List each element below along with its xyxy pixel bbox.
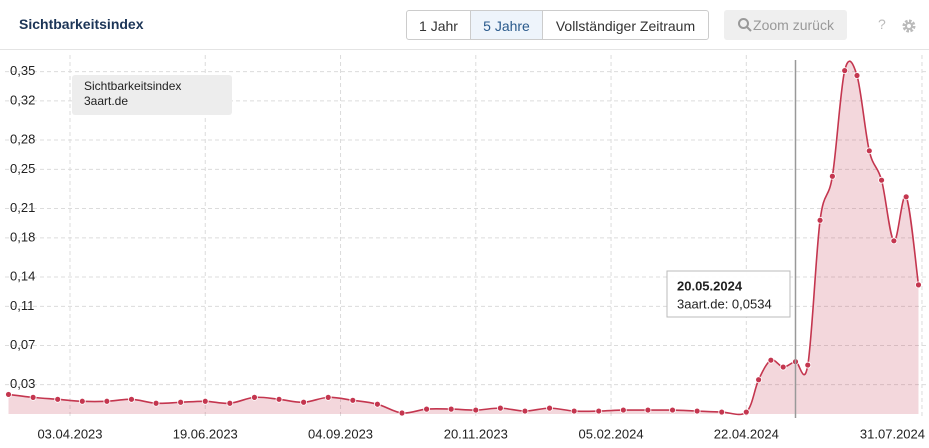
data-point	[865, 147, 873, 155]
data-point	[128, 395, 135, 403]
zoom-icon	[738, 18, 752, 32]
data-point	[472, 406, 480, 414]
data-point	[54, 395, 62, 403]
data-point	[300, 398, 308, 406]
y-tick-label: 0,14	[10, 268, 35, 283]
data-point	[275, 395, 283, 403]
data-point	[251, 393, 258, 401]
help-button[interactable]: ?	[878, 16, 886, 32]
data-point	[841, 67, 849, 74]
data-point	[767, 356, 775, 364]
data-point	[177, 398, 185, 406]
data-point	[669, 406, 676, 414]
data-point	[374, 400, 381, 408]
data-point	[619, 406, 627, 414]
x-tick-label: 20.11.2023	[444, 426, 508, 441]
data-point	[546, 404, 553, 412]
y-tick-label: 0,11	[10, 298, 34, 313]
y-tick-label: 0,07	[10, 337, 35, 352]
range-button[interactable]: Vollständiger Zeitraum	[542, 10, 709, 40]
y-tick-label: 0,18	[10, 229, 35, 244]
x-tick-label: 03.04.2023	[37, 426, 102, 441]
data-point	[718, 408, 726, 416]
data-point	[755, 376, 763, 384]
legend-box	[72, 75, 232, 115]
data-point	[816, 216, 824, 224]
data-point	[853, 72, 861, 79]
data-point	[496, 404, 504, 412]
x-tick-label: 31.07.2024	[860, 426, 925, 441]
data-point	[915, 281, 922, 289]
header: Sichtbarkeitsindex 1 Jahr 5 Jahre Vollst…	[0, 0, 929, 50]
x-tick-label: 05.02.2024	[579, 426, 644, 441]
data-point	[423, 405, 430, 413]
data-point	[5, 391, 12, 398]
x-tick-label: 22.04.2024	[714, 426, 779, 441]
y-tick-label: 0,03	[10, 376, 35, 391]
y-tick-label: 0,28	[10, 131, 35, 146]
data-point	[398, 409, 406, 417]
data-point	[828, 172, 836, 180]
zoom-button[interactable]: Zoom zurück	[724, 10, 847, 40]
data-point	[29, 393, 37, 401]
header-title: Sichtbarkeitsindex	[19, 16, 144, 32]
legend-entry: 3aart.de	[84, 94, 128, 108]
data-point	[521, 407, 529, 415]
data-point	[152, 399, 160, 407]
y-tick-label: 0,21	[10, 200, 35, 215]
area-fill	[8, 61, 919, 415]
data-point	[78, 397, 86, 405]
tooltip-text: 3aart.de: 0,0534	[677, 296, 772, 311]
data-point	[742, 408, 750, 416]
tooltip-title: 20.05.2024	[677, 278, 743, 293]
data-point	[693, 407, 701, 415]
data-point	[349, 396, 357, 404]
data-point	[779, 363, 787, 371]
data-point	[878, 176, 885, 184]
x-tick-label: 04.09.2023	[308, 426, 373, 441]
settings-icon[interactable]	[901, 18, 917, 34]
data-point	[644, 406, 652, 414]
data-point	[447, 405, 455, 413]
tooltip-box	[666, 270, 791, 318]
x-tick-label: 19.06.2023	[173, 426, 238, 441]
data-point	[890, 237, 898, 245]
data-point	[103, 397, 111, 405]
data-point	[201, 397, 209, 405]
y-tick-label: 0,25	[10, 161, 35, 176]
range-button[interactable]: 5 Jahre	[470, 10, 543, 40]
series-line	[8, 60, 920, 416]
data-point	[902, 193, 910, 201]
zoom-label: Zoom zurück	[753, 17, 834, 33]
data-point	[226, 399, 234, 407]
data-point	[324, 393, 332, 401]
data-point	[804, 361, 812, 369]
data-point	[595, 407, 603, 415]
legend-title: Sichtbarkeitsindex	[84, 79, 181, 93]
data-point	[570, 407, 578, 415]
y-tick-label: 0,32	[10, 92, 35, 107]
y-tick-label: 0,35	[10, 63, 35, 78]
